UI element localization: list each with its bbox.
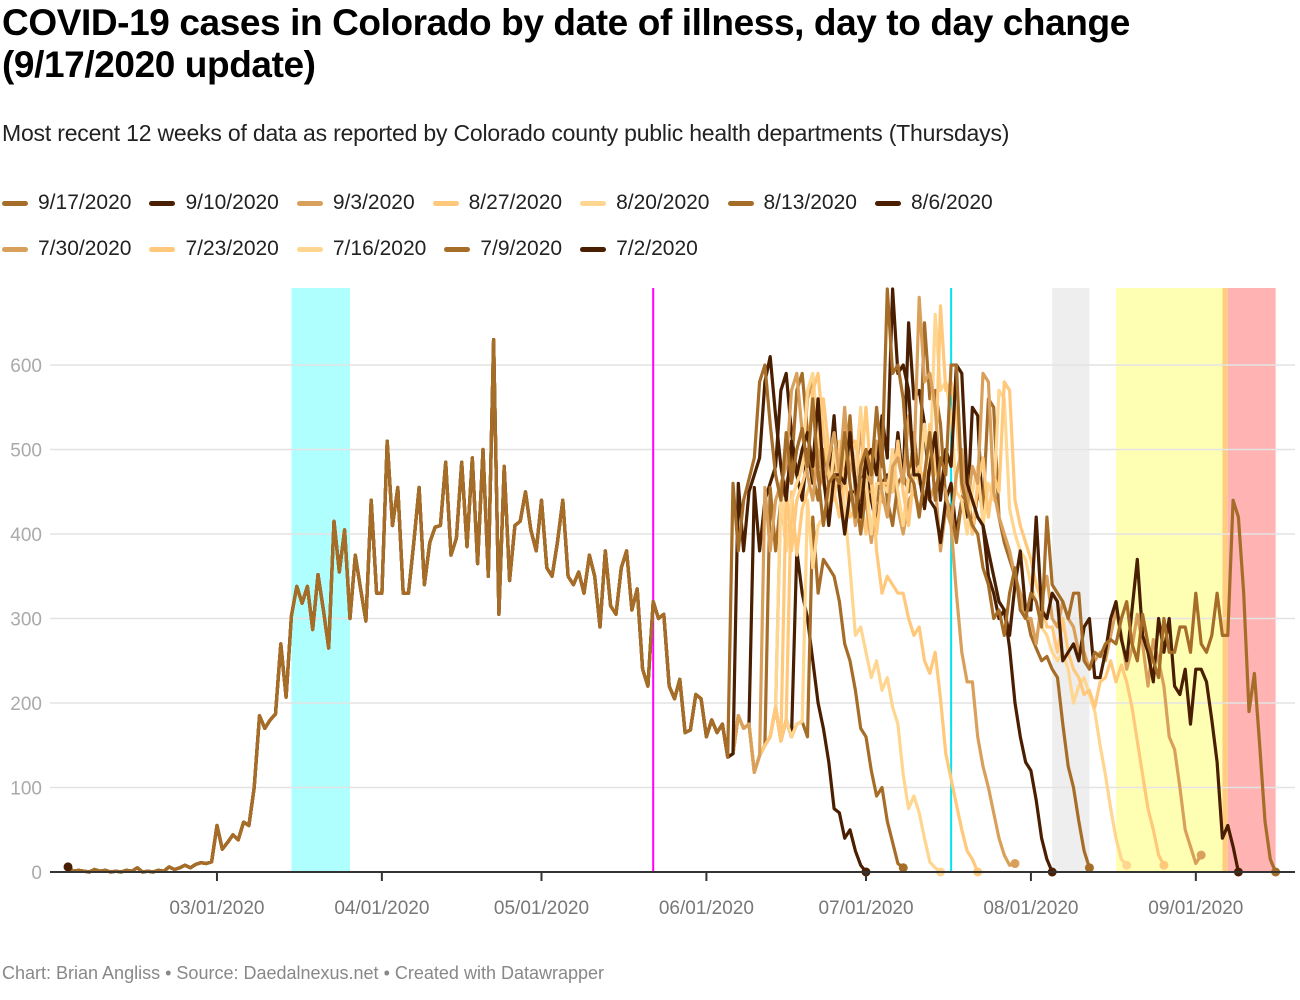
line-chart: 0 100 200 300 400 500 600 03/01/2020 04/01/2020 0… (10, 287, 1295, 919)
legend-label: 9/3/2020 (332, 191, 415, 214)
legend-item[interactable]: 7/2/2020 (580, 237, 698, 261)
legend-swatch (149, 200, 176, 206)
legend-swatch (727, 200, 754, 206)
series-end-dot (1122, 860, 1132, 870)
legend-swatch (296, 246, 323, 252)
legend-swatch (580, 246, 607, 252)
legend-item[interactable]: 8/27/2020 (432, 191, 563, 215)
y-tick-label: 600 (10, 356, 42, 377)
legend-item[interactable]: 7/30/2020 (2, 237, 131, 261)
red-band (1227, 288, 1276, 872)
series-end-dot (1196, 850, 1206, 860)
chart-subtitle: Most recent 12 weeks of data as reported… (2, 120, 1010, 146)
x-tick-label: 08/01/2020 (983, 898, 1078, 919)
footer-separator: • (383, 963, 390, 983)
series-end-dot (1084, 863, 1094, 873)
legend-label: 8/6/2020 (910, 191, 993, 214)
legend-swatch (2, 200, 28, 206)
chart-footer: Chart: Brian Angliss • Source: Daedalnex… (2, 963, 604, 984)
yellow-band (1116, 288, 1223, 872)
chart-credit: Chart: Brian Angliss (2, 963, 161, 983)
legend-swatch (874, 200, 901, 206)
series-end-dot (898, 863, 908, 873)
x-tick-label: 05/01/2020 (494, 898, 589, 919)
source-credit: Source: Daedalnexus.net (176, 963, 379, 983)
legend-swatch (580, 200, 607, 206)
series-start-dot (63, 862, 73, 872)
legend-item[interactable]: 9/3/2020 (296, 191, 415, 215)
legend-swatch (444, 246, 471, 252)
legend-row: 7/30/2020 7/23/2020 7/16/2020 7/9/2020 7/2/2… (2, 226, 1292, 272)
legend-swatch (149, 246, 176, 252)
y-tick-label: 300 (10, 610, 42, 631)
legend-swatch (296, 200, 323, 206)
y-tick-label: 400 (10, 525, 42, 546)
legend-label: 8/13/2020 (763, 191, 857, 214)
created-with-credit: Created with Datawrapper (394, 963, 605, 983)
series-line-7-30-2020 (66, 338, 1017, 874)
y-tick-label: 200 (10, 694, 42, 715)
series-end-dot (1159, 860, 1169, 870)
series-end-dot (1010, 859, 1020, 869)
gray-band (1052, 288, 1090, 872)
legend-item[interactable]: 9/10/2020 (149, 191, 279, 215)
legend-item[interactable]: 7/9/2020 (444, 237, 562, 261)
y-tick-label: 500 (10, 441, 42, 462)
x-tick-label: 06/01/2020 (659, 898, 754, 919)
x-tick-label: 04/01/2020 (334, 898, 429, 919)
legend-label: 7/23/2020 (185, 237, 279, 260)
x-tick-label: 09/01/2020 (1148, 898, 1243, 919)
x-tick-label: 03/01/2020 (169, 898, 264, 919)
legend-row: 9/17/2020 9/10/2020 9/3/2020 8/27/2020 8/20/… (2, 180, 1292, 226)
legend-swatch (432, 200, 459, 206)
cyan-band (291, 288, 350, 872)
legend-item[interactable]: 9/17/2020 (2, 191, 131, 215)
legend-label: 8/20/2020 (616, 191, 710, 214)
legend-label: 7/16/2020 (332, 237, 427, 260)
legend-label: 9/10/2020 (185, 191, 279, 214)
legend-label: 8/27/2020 (468, 191, 563, 214)
x-tick-label: 07/01/2020 (818, 898, 913, 919)
legend-item[interactable]: 8/13/2020 (727, 191, 857, 215)
legend-label: 7/9/2020 (480, 237, 563, 260)
legend-label: 7/2/2020 (616, 237, 698, 260)
chart-title: COVID-19 cases in Colorado by date of il… (2, 2, 1130, 85)
footer-separator: • (165, 963, 172, 983)
legend-swatch (2, 246, 28, 252)
series-line-9-17-2020 (66, 287, 1278, 874)
legend-label: 7/30/2020 (38, 237, 132, 260)
legend-label: 9/17/2020 (38, 191, 132, 214)
orange-band (1222, 288, 1228, 872)
legend-item[interactable]: 7/23/2020 (149, 237, 279, 261)
legend-item[interactable]: 8/6/2020 (874, 191, 993, 215)
legend-item[interactable]: 7/16/2020 (296, 237, 427, 261)
y-tick-label: 0 (31, 863, 42, 884)
legend: 9/17/2020 9/10/2020 9/3/2020 8/27/2020 8/20/… (2, 180, 1292, 272)
series-line-7-2-2020 (66, 338, 868, 874)
y-tick-label: 100 (10, 779, 42, 800)
legend-item[interactable]: 8/20/2020 (580, 191, 710, 215)
